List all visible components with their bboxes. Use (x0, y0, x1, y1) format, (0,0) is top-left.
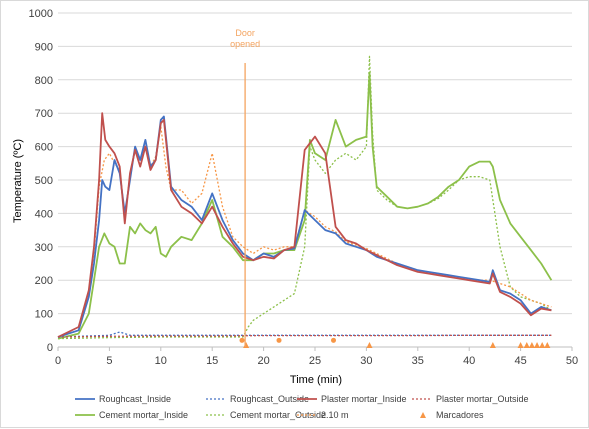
legend-label-roughcast-outside: Roughcast_Outside (230, 394, 309, 404)
marker-point (239, 337, 245, 343)
x-tick-label: 5 (106, 355, 112, 367)
legend: Roughcast_Inside Roughcast_Outside Plaster… (75, 394, 529, 420)
legend-label-2-10-m: 2.10 m (321, 410, 349, 420)
legend-label-plaster-mortar-outside: Plaster mortar_Outside (436, 394, 529, 404)
marcadores-marker (534, 342, 541, 348)
x-tick-label: 45 (514, 355, 526, 367)
marker-point (331, 337, 337, 343)
y-tick-label: 900 (35, 41, 53, 53)
y-tick-label: 400 (35, 208, 53, 220)
legend-label-plaster-mortar-inside: Plaster mortar_Inside (321, 394, 407, 404)
x-tick-label: 10 (155, 355, 167, 367)
y-tick-label: 700 (35, 108, 53, 120)
y-tick-label: 0 (47, 342, 53, 354)
x-tick-label: 0 (55, 355, 61, 367)
x-axis-label: Time (min) (290, 374, 342, 386)
y-tick-label: 600 (35, 142, 53, 154)
door-opened-label: Door (235, 28, 255, 38)
marcadores-marker (523, 342, 530, 348)
door-opened-label: opened (230, 39, 260, 49)
marcadores-marker (528, 342, 535, 348)
legend-label-cement-mortar-inside: Cement mortar_Inside (99, 410, 188, 420)
roughcast-outside-line (57, 331, 552, 338)
y-tick-label: 300 (35, 242, 53, 254)
marcadores-marker (489, 342, 496, 348)
legend-label-marcadores: Marcadores (436, 410, 484, 420)
y-tick-label: 800 (35, 75, 53, 87)
legend-label-cement-mortar-outside: Cement mortar_Outside (230, 410, 326, 420)
marcadores-marker (366, 342, 373, 348)
x-tick-label: 35 (412, 355, 424, 367)
y-tick-label: 500 (35, 175, 53, 187)
axes: 0 100 200 300 400 500 600 700 800 900 1000 0 5 10 15 20… (29, 8, 579, 367)
marcadores-marker (517, 342, 524, 348)
x-tick-label: 30 (360, 355, 372, 367)
marcadores-marker (243, 342, 250, 348)
plaster-mortar-outside-line (57, 334, 552, 338)
x-tick-label: 15 (206, 355, 218, 367)
y-tick-label: 100 (35, 309, 53, 321)
x-tick-label: 20 (257, 355, 269, 367)
marker-point (276, 337, 282, 343)
y-tick-label: 1000 (29, 8, 53, 20)
legend-key-marcadores (420, 412, 426, 418)
marcadores-marker (539, 342, 546, 348)
plaster-mortar-inside-line (57, 112, 552, 338)
plot-area (57, 55, 553, 348)
y-axis-label: Temperature (ºC) (12, 139, 24, 223)
x-tick-label: 50 (566, 355, 578, 367)
marcadores-marker (544, 342, 551, 348)
x-tick-label: 25 (309, 355, 321, 367)
cement-mortar-outside-line (57, 55, 552, 340)
legend-label-roughcast-inside: Roughcast_Inside (99, 394, 171, 404)
gridlines (58, 12, 572, 315)
y-tick-label: 200 (35, 275, 53, 287)
x-tick-label: 40 (463, 355, 475, 367)
